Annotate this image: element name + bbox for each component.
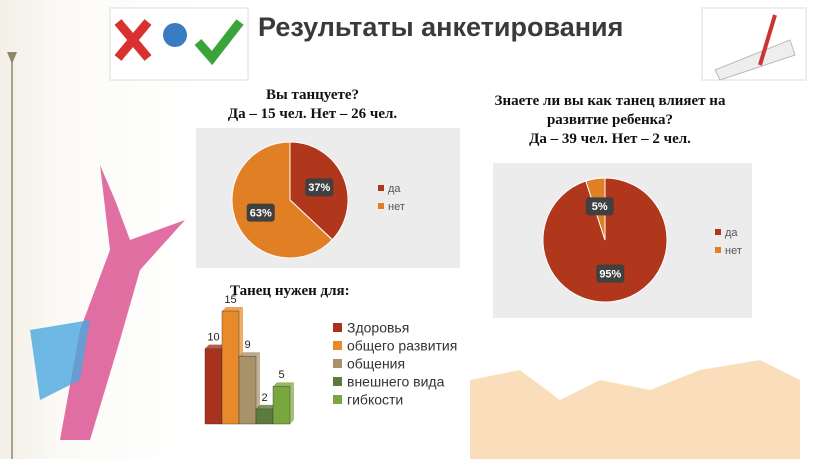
bar [272, 386, 291, 425]
legend-label: нет [725, 245, 742, 257]
legend-swatch [333, 341, 342, 350]
pie-slice [231, 141, 333, 259]
value-label: 10 [207, 332, 219, 344]
value-label: 63% [250, 208, 272, 220]
icon-check [194, 19, 244, 66]
legend-label: да [388, 183, 401, 195]
bar-top [239, 352, 260, 357]
legend-label: общего развития [347, 338, 457, 354]
pie2-subtitle: Да – 39 чел. Нет – 2 чел. [529, 131, 691, 147]
legend-swatch [378, 203, 384, 209]
bar [204, 348, 223, 425]
bar-side [290, 382, 294, 424]
legend-swatch [378, 185, 384, 191]
pie1-title: Вы танцуете? [265, 87, 360, 103]
pie2-question: Знаете ли вы как танец влияет на развити… [470, 92, 750, 149]
label-box [246, 203, 275, 222]
bar [238, 356, 257, 425]
value-label: 2 [261, 392, 267, 404]
value-label: 15 [224, 294, 236, 306]
icon-question [163, 23, 187, 47]
dancer [60, 165, 185, 440]
pie2-title: Знаете ли вы как танец влияет на развити… [494, 93, 726, 128]
icon-cross [114, 19, 152, 61]
value-label: 95% [599, 269, 621, 281]
side-arrow [7, 52, 17, 64]
legend-label: внешнего вида [347, 374, 445, 390]
legend-label: общения [347, 356, 405, 372]
value-label: 5% [592, 201, 608, 213]
slide-title: Результаты анкетирования [258, 12, 624, 42]
bar-top [273, 382, 294, 387]
bar [221, 310, 240, 425]
value-label: 37% [308, 182, 330, 194]
legend-swatch [333, 395, 342, 404]
dancer-skirt [30, 320, 90, 400]
value-label: 9 [244, 339, 250, 351]
legend-label: да [725, 227, 738, 239]
dancers-bottom [470, 360, 800, 459]
bar [255, 408, 274, 425]
pie1-subtitle: Да – 15 чел. Нет – 26 чел. [227, 106, 398, 122]
legend-label: гибкости [347, 392, 403, 408]
legend-label: Здоровья [347, 320, 409, 336]
legend-swatch [333, 359, 342, 368]
label-box [305, 178, 334, 197]
legend-swatch [715, 247, 721, 253]
pie1-question: Вы танцуете? Да – 15 чел. Нет – 26 чел. [200, 86, 425, 124]
label-box [596, 264, 625, 283]
legend-label: нет [388, 201, 405, 213]
bar-top [222, 307, 243, 311]
bar-top [256, 404, 277, 409]
bar-top [205, 344, 226, 349]
legend-swatch [333, 323, 342, 332]
value-label: 5 [278, 369, 284, 381]
icons-left [109, 7, 249, 81]
legend-swatch [715, 229, 721, 235]
bar-title: Танец нужен для: [230, 283, 350, 299]
legend-swatch [333, 377, 342, 386]
pen [758, 14, 777, 66]
label-box [585, 197, 614, 216]
